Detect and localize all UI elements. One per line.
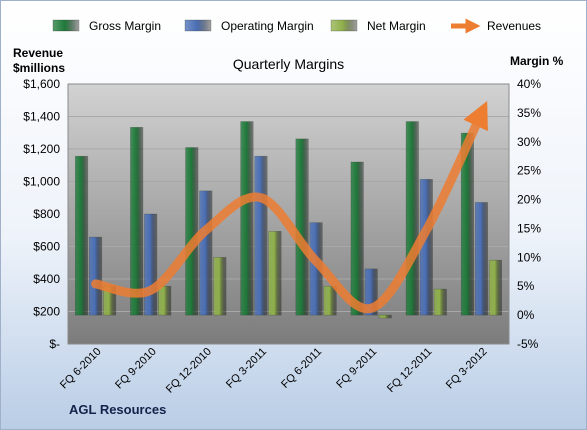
right-axis-title: Margin %: [510, 54, 564, 68]
legend-label: Operating Margin: [221, 19, 314, 33]
bar-operating-margin: [474, 202, 488, 316]
bar-net-margin: [268, 231, 282, 316]
x-tick-label: FQ 12-2011: [385, 346, 434, 395]
right-tick-label: 40%: [517, 77, 541, 91]
left-axis-title-line1: Revenue: [13, 46, 63, 60]
right-tick-label: 15%: [517, 221, 541, 235]
legend-swatch-gross-margin: [52, 19, 80, 32]
legend-label: Net Margin: [367, 19, 426, 33]
right-tick-label: 20%: [517, 193, 541, 207]
right-tick-label: 25%: [517, 164, 541, 178]
left-tick-label: $1,200: [23, 142, 60, 156]
bar-gross-margin: [405, 121, 419, 316]
x-tick-label: FQ 12-2010: [164, 346, 214, 396]
legend-label: Gross Margin: [89, 19, 161, 33]
bar-operating-margin: [199, 190, 213, 316]
right-tick-label: 30%: [517, 135, 541, 149]
x-tick-label: FQ 9-2011: [334, 346, 379, 391]
legend-label: Revenues: [487, 19, 541, 33]
revenue-line: [91, 101, 488, 314]
bar-gross-margin: [240, 121, 254, 316]
bar-gross-margin: [460, 132, 474, 316]
bar-gross-margin: [350, 161, 364, 316]
x-tick-label: FQ 9-2010: [113, 346, 159, 392]
x-tick-label: FQ 6-2011: [279, 346, 324, 391]
bar-operating-margin: [254, 155, 268, 316]
company-label: AGL Resources: [69, 402, 166, 417]
bar-gross-margin: [75, 155, 89, 316]
left-tick-label: $1,400: [23, 110, 60, 124]
bar-net-margin: [433, 288, 447, 316]
x-tick-label: FQ 3-2012: [444, 346, 490, 392]
left-tick-label: $-: [49, 337, 60, 351]
bar-net-margin: [378, 314, 392, 319]
legend-swatch-operating-margin: [184, 19, 212, 32]
x-tick-label: FQ 3-2011: [224, 346, 269, 391]
bar-net-margin: [158, 285, 172, 316]
plot-border: [67, 83, 510, 345]
bar-gross-margin: [295, 138, 309, 316]
bar-gross-margin: [130, 127, 144, 316]
bar-operating-margin: [144, 213, 158, 316]
right-tick-label: 35%: [517, 106, 541, 120]
left-tick-label: $800: [33, 207, 60, 221]
left-tick-label: $1,000: [23, 175, 60, 189]
right-tick-label: 5%: [517, 279, 535, 293]
left-tick-label: $600: [33, 240, 60, 254]
bar-net-margin: [213, 257, 227, 316]
bar-net-margin: [488, 259, 502, 316]
left-tick-label: $400: [33, 272, 60, 286]
right-tick-label: -5%: [517, 337, 539, 351]
legend-swatch-net-margin: [330, 19, 358, 32]
left-tick-label: $1,600: [23, 77, 60, 91]
bar-net-margin: [323, 285, 337, 316]
right-tick-label: 10%: [517, 250, 541, 264]
bar-gross-margin: [185, 147, 199, 316]
chart-title: Quarterly Margins: [233, 56, 344, 72]
x-tick-label: FQ 6-2010: [58, 346, 104, 392]
bar-operating-margin: [89, 236, 103, 316]
left-axis-title-line2: $millions: [13, 61, 65, 75]
left-tick-label: $200: [33, 305, 60, 319]
right-tick-label: 0%: [517, 308, 535, 322]
